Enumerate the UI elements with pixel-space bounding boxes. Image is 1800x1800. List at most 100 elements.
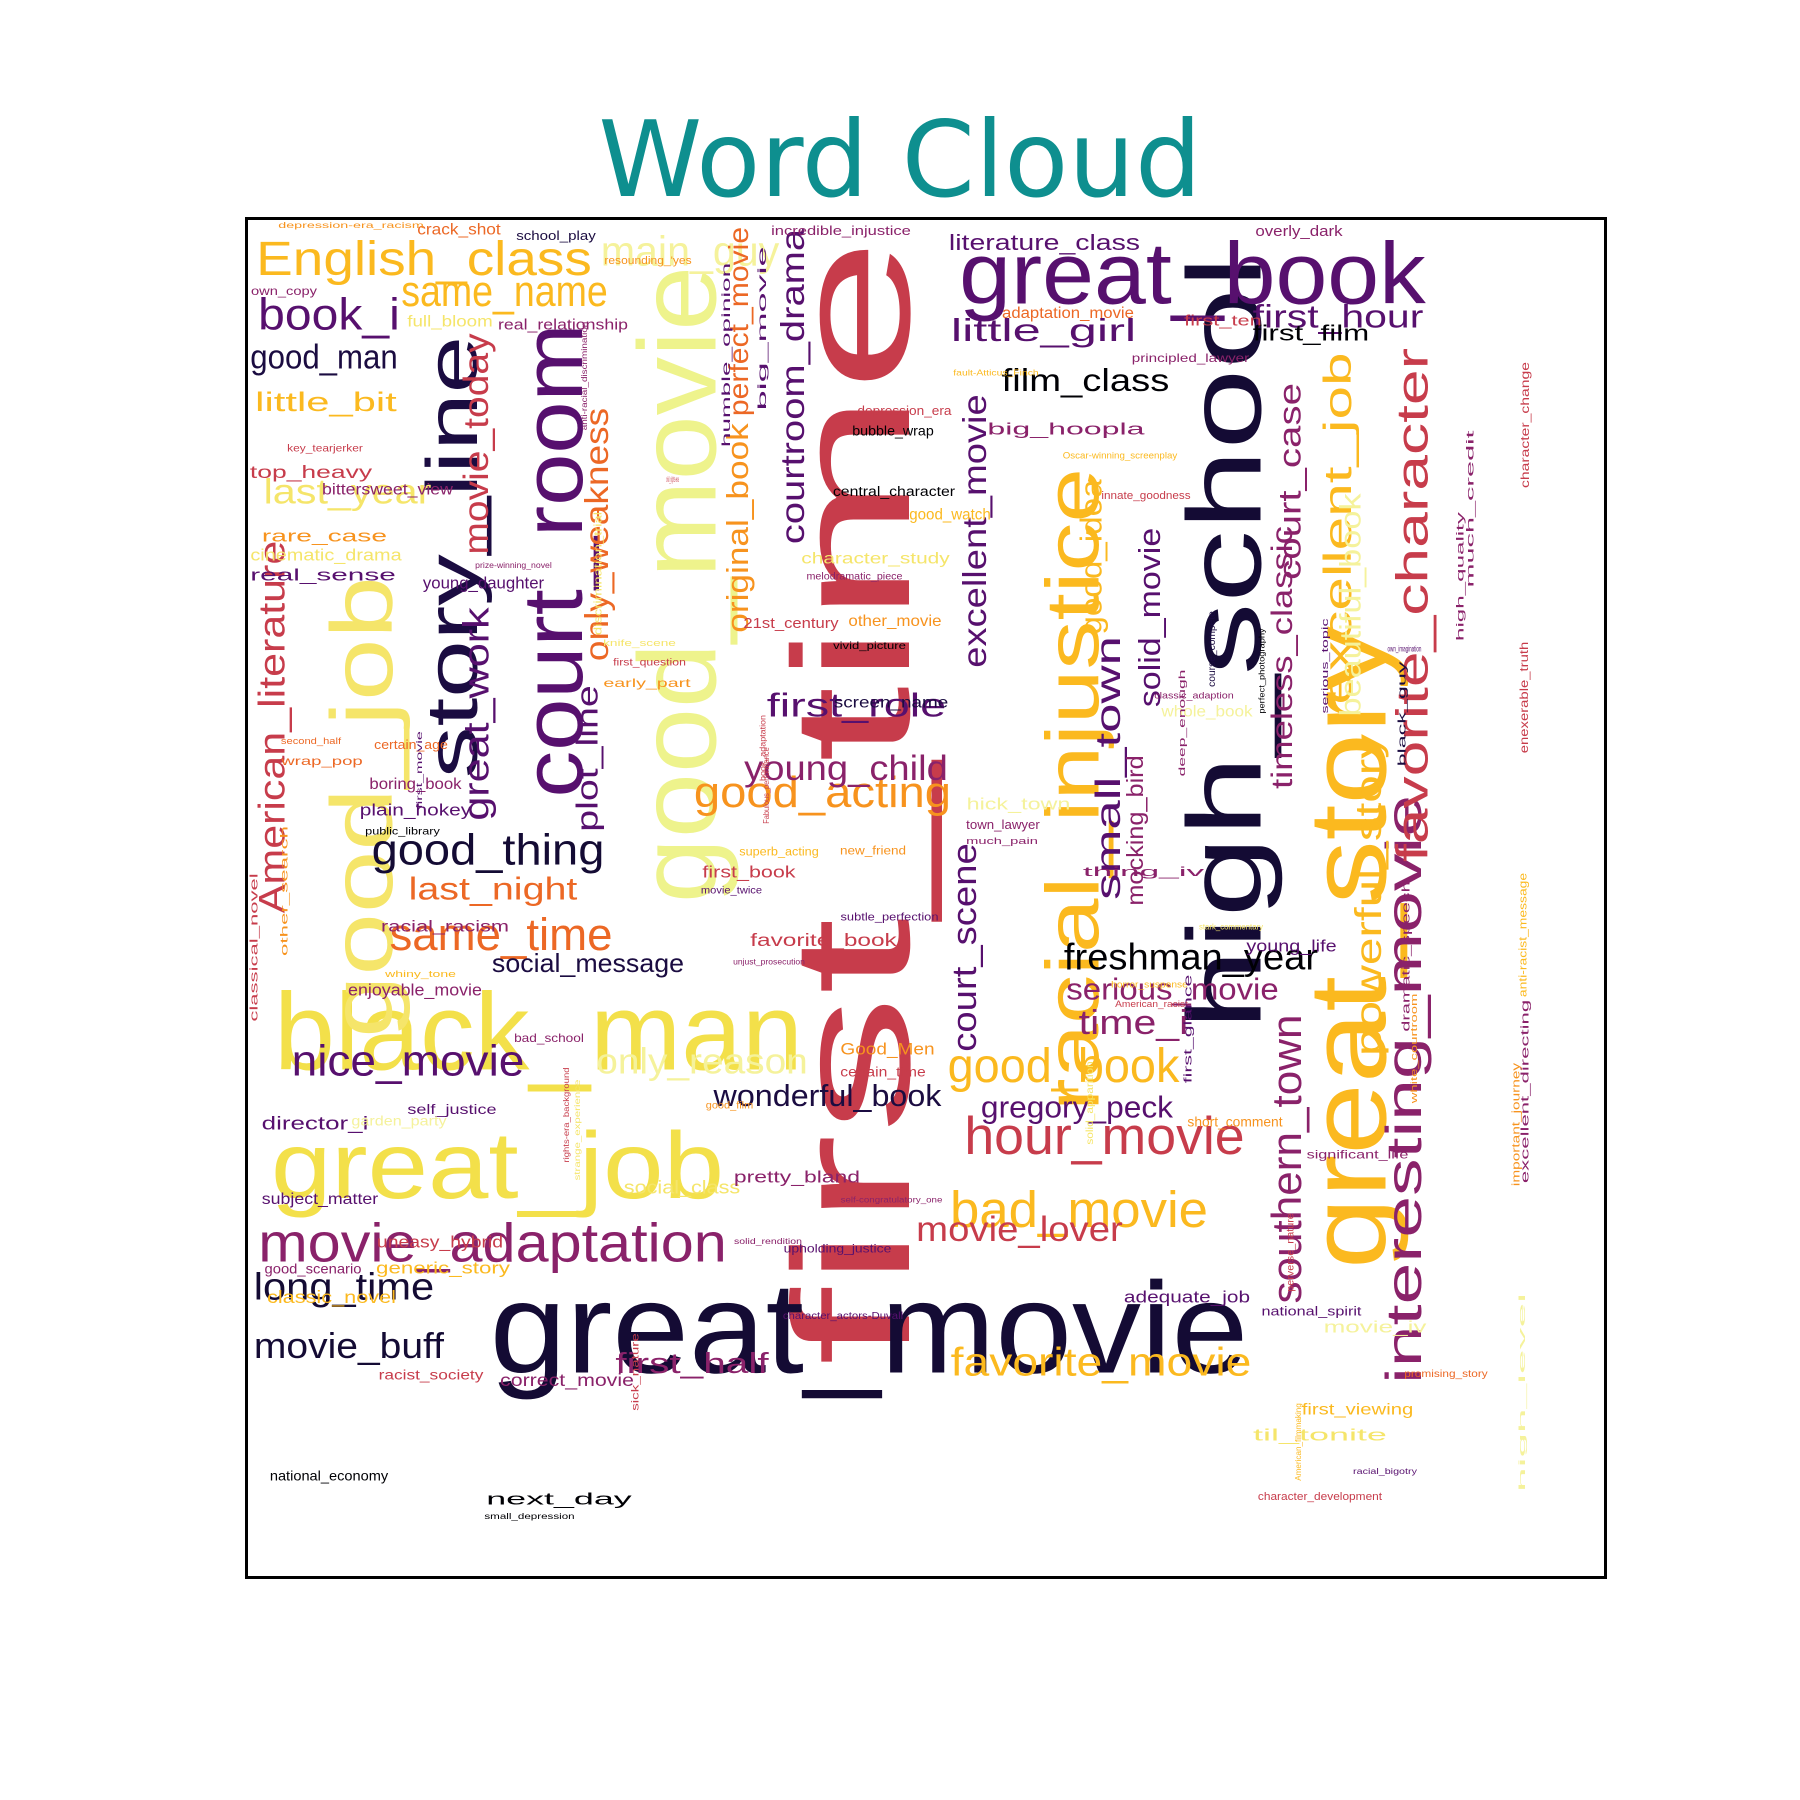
word-social-class: social_class: [624, 1178, 740, 1199]
word-fabulous-performance: Fabulous_performance: [762, 747, 771, 824]
word-depression-era: depression_era: [857, 404, 951, 418]
word-favorite-movie: favorite_movie: [951, 1340, 1252, 1385]
word-black-man: black_man: [274, 972, 803, 1094]
word-great-movie: great_movie: [490, 1257, 1249, 1401]
word-real-relationship: real_relationship: [498, 318, 628, 334]
word-good-job: good_job: [314, 576, 411, 1038]
word-big-movie: big_movie: [755, 246, 769, 411]
word-certain-age: certain_age: [374, 738, 448, 752]
word-literature-class: literature_class: [949, 230, 1140, 255]
word-cinematic-drama: cinematic_drama: [250, 547, 402, 565]
word-plot-line: plot_line: [571, 685, 605, 832]
word-character-actors-duvall: character_actors-Duvall: [783, 1311, 903, 1322]
word-pretty-bland: pretty_bland: [734, 1169, 860, 1187]
word-nice-movie: nice_movie: [292, 1037, 525, 1086]
word-deep-enough: deep_enough: [1177, 670, 1188, 777]
word-movie-adaptation: movie_adaptation: [258, 1212, 727, 1274]
word-certain-time: certain_time: [840, 1065, 925, 1080]
word-court-scene: court_scene: [946, 843, 984, 1052]
word-interesting-movie: interesting_movie: [1376, 795, 1432, 1384]
word-great-book: great_book: [959, 225, 1426, 323]
word-significant-life: significant_life: [1307, 1148, 1409, 1162]
word-hick-town: hick_town: [967, 796, 1071, 814]
word-new-friend: new_friend: [840, 844, 906, 858]
word-powerful-story: powerful_story: [1348, 733, 1389, 1056]
word-movie-iv: movie_iv: [1324, 1319, 1428, 1337]
word-excellent-movie: excellent_movie: [957, 394, 994, 668]
word-young-daughter: young_daughter: [423, 575, 545, 593]
word-character-study: character_study: [801, 551, 950, 568]
word-other-movie: other_movie: [848, 613, 941, 630]
word-american-filmmaking: American_filmmaking: [1294, 1403, 1303, 1481]
word-self-congratulatory-one: self-congratulatory_one: [841, 1195, 943, 1205]
word-full-bloom: full_bloom: [407, 314, 492, 331]
word-movie-today: movie_today: [457, 333, 496, 555]
word-black-guy: black_guy: [1397, 661, 1409, 767]
word-good-watch: good_watch: [909, 507, 991, 524]
word-oscar-winning-screenplay: Oscar-winning_screenplay: [1063, 451, 1178, 461]
word-promising-story: promising_story: [1404, 1369, 1488, 1380]
word-own-imagination: own_imagination: [1388, 645, 1422, 654]
word-story-line: story_line: [413, 336, 493, 778]
word-stark-commentary: stark_commentary: [1199, 923, 1263, 932]
word-thing-iv: thing_iv: [1083, 864, 1206, 879]
word-crack-shot: crack_shot: [417, 222, 501, 239]
word-first-viewing: first_viewing: [1302, 1401, 1414, 1419]
word-first-film: first_film: [1253, 321, 1369, 346]
word-same-time: same_time: [389, 909, 612, 960]
word-first-ten: first_ten: [1184, 314, 1262, 330]
word-little-bit: little_bit: [255, 387, 398, 417]
word-book-i: book_i: [258, 291, 400, 340]
word-good-movie: good_movie: [617, 266, 740, 903]
word-good-idea: good_idea: [1074, 479, 1109, 635]
chart-title: Word Cloud: [598, 99, 1202, 221]
word-character-development: character_development: [1258, 1491, 1382, 1503]
word-good-man: good_man: [250, 339, 397, 377]
word-mocking-bird: mocking_bird: [1122, 755, 1148, 905]
word-other-search: other_search: [280, 825, 291, 956]
word-perfect-photography: perfect_photography: [1257, 627, 1267, 713]
word-short-comment: short_comment: [1187, 1115, 1282, 1130]
word-correct-movie: correct_movie: [500, 1370, 634, 1390]
word-unjust-prosecution: unjust_prosecution: [733, 958, 805, 967]
word-racist-society: racist_society: [379, 1367, 485, 1383]
word-favorite-book: favorite_book: [750, 930, 897, 950]
word-big-hoopla: big_hoopla: [987, 421, 1146, 439]
word-classic-adaption: classic_adaption: [1154, 691, 1234, 701]
word-sick-nature: sick_nature: [631, 1333, 642, 1411]
word-good-film: good_film: [706, 1101, 754, 1112]
word-hour-movie: hour_movie: [964, 1107, 1244, 1166]
word-great-work: great_work: [456, 606, 497, 821]
word-second-half: second_half: [281, 736, 342, 747]
word-self-justice: self_justice: [407, 1101, 496, 1117]
word-director-i: director_i: [262, 1114, 369, 1135]
word-young-child: young_child: [744, 749, 948, 788]
word-first-question: first_question: [613, 658, 686, 669]
word-whiny-tone: whiny_tone: [384, 969, 456, 980]
word-whole-book: whole_book: [1160, 704, 1253, 721]
word-much-pain: much_pain: [966, 836, 1038, 847]
word-fault-atticus-finch: fault-Atticus_Finch: [953, 368, 1039, 378]
word-top-heavy: top_heavy: [250, 462, 373, 482]
word-english-class: English_class: [256, 232, 592, 286]
word-first-movie: first_movie: [414, 731, 424, 809]
word-character-change: character_change: [1518, 362, 1532, 489]
word-much-credit: much_credit: [1466, 430, 1477, 587]
word-strange-experience: strange_experience: [572, 1079, 582, 1180]
word-good-scenario: good_scenario: [265, 1261, 362, 1277]
word-early-part: early_part: [603, 676, 691, 690]
word-cloud-frame: first_time great_movie high_school good_mov…: [245, 217, 1607, 1579]
word-plain-hokey: plain_hokey: [360, 802, 473, 820]
word-bad-school: bad_school: [514, 1031, 584, 1045]
word-book-adaptation: book_adaptation: [758, 715, 768, 781]
word-innate-goodness: innate_goodness: [1101, 490, 1191, 502]
word-course-compete: course_compete: [1207, 611, 1218, 687]
word-good-thing: good_thing: [372, 826, 605, 875]
word-american-literature: American_literature: [252, 541, 293, 914]
word-generic-story: generic_story: [376, 1260, 511, 1278]
word-perverse-nature: perverse_nature: [1286, 1213, 1297, 1292]
word-humble-opinion: humble_opinion: [719, 263, 733, 447]
word-southern-town: southern_town: [1264, 1014, 1310, 1303]
word-serious-movie: serious_movie: [1066, 972, 1278, 1007]
word-enexerable-truth: enexerable_truth: [1517, 642, 1531, 754]
